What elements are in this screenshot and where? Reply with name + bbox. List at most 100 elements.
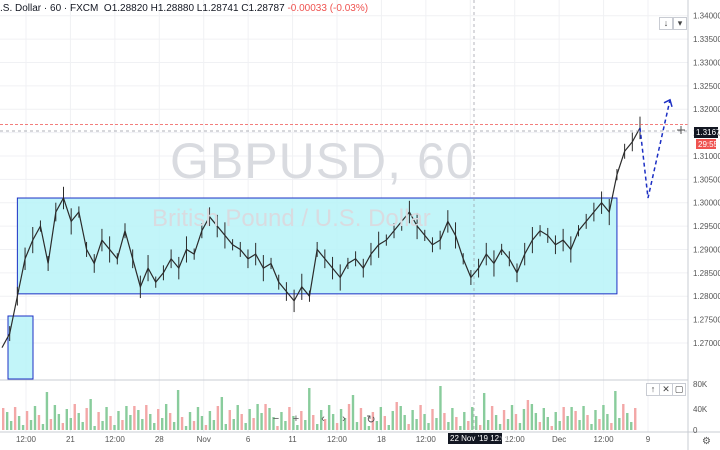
volume-bar xyxy=(586,415,589,430)
volume-bar xyxy=(240,414,243,430)
zoom-in-icon[interactable]: + xyxy=(292,413,300,425)
time-tick-label: 12:00 xyxy=(105,435,126,444)
volume-bar xyxy=(153,423,156,430)
volume-bar xyxy=(9,421,13,430)
volume-bars xyxy=(2,386,637,430)
volume-bar xyxy=(85,408,88,430)
current-price-tag xyxy=(694,127,718,138)
prior-range-box[interactable] xyxy=(7,315,34,380)
volume-bar xyxy=(618,418,621,430)
time-tick-label: 18 xyxy=(377,435,386,444)
volume-bar xyxy=(145,405,148,430)
volume-bar xyxy=(602,405,605,430)
price-tick-label: 1.29000 xyxy=(693,245,720,254)
volume-bar xyxy=(37,415,41,430)
price-tick-label: 1.32000 xyxy=(693,105,720,114)
volume-bar xyxy=(546,417,549,430)
time-tick-label: 9 xyxy=(646,435,651,444)
time-tick-label: 21 xyxy=(66,435,75,444)
volume-bar xyxy=(415,419,418,430)
volume-bar xyxy=(538,422,542,430)
volume-bar xyxy=(312,415,315,430)
zoom-out-icon[interactable]: − xyxy=(272,413,280,425)
volume-bar xyxy=(327,405,331,430)
volume-bar xyxy=(582,406,585,430)
volume-bar xyxy=(105,407,108,430)
volume-bar xyxy=(25,411,29,430)
volume-bar xyxy=(2,408,5,430)
high-value: H1.28880 xyxy=(150,3,195,14)
scroll-right-icon[interactable]: › xyxy=(342,413,346,425)
volume-bar xyxy=(479,425,482,430)
volume-bar xyxy=(5,412,9,430)
symbol-label[interactable]: .S. Dollar · 60 · FXCM xyxy=(0,3,99,14)
price-axis-labels: 1.340001.335001.330001.325001.320001.315… xyxy=(693,12,720,348)
volume-bar xyxy=(427,423,430,430)
volume-bar xyxy=(236,405,239,430)
volume-bar xyxy=(157,409,160,430)
volume-bar xyxy=(288,407,291,430)
volume-bar xyxy=(125,406,128,430)
volume-bar xyxy=(109,416,112,430)
volume-bar xyxy=(395,402,398,430)
time-highlight-label: 22 Nov '19 12:00 xyxy=(450,434,511,443)
volume-bar xyxy=(598,419,601,430)
watermark-name: British Pound / U.S. Dollar xyxy=(152,205,431,232)
time-tick-label: 11 xyxy=(288,435,297,444)
volume-axis-labels: 80K 40K 0 xyxy=(693,380,708,435)
volume-bar xyxy=(530,404,534,430)
volume-bar xyxy=(208,411,212,430)
forecast-arrow-path[interactable] xyxy=(639,99,671,199)
volume-bar xyxy=(443,413,446,430)
dropdown-icon[interactable]: ▾ xyxy=(673,17,687,30)
time-tick-label: 6 xyxy=(246,435,251,444)
volume-bar xyxy=(634,408,637,430)
volume-bar xyxy=(467,421,470,430)
volume-close-icon[interactable]: ✕ xyxy=(659,383,673,396)
volume-bar xyxy=(113,425,116,430)
volume-bar xyxy=(117,411,120,430)
time-tick-label: 12:00 xyxy=(327,435,348,444)
volume-bar xyxy=(550,426,553,430)
volume-bar xyxy=(614,391,617,430)
scroll-down-icon[interactable]: ↓ xyxy=(659,17,673,30)
volume-bar xyxy=(13,407,17,430)
volume-bar xyxy=(204,425,208,430)
price-tick-label: 1.34000 xyxy=(693,12,720,21)
time-tick-label: Dec xyxy=(552,435,566,444)
plus-icon[interactable] xyxy=(677,126,685,134)
settings-gear-icon[interactable]: ⚙ xyxy=(702,436,711,447)
volume-bar xyxy=(494,415,498,430)
volume-bar xyxy=(53,405,57,430)
volume-bar xyxy=(447,422,450,430)
volume-bar xyxy=(570,407,573,430)
volume-bar xyxy=(367,426,371,430)
volume-bar xyxy=(73,404,76,430)
scroll-left-icon[interactable]: ‹ xyxy=(321,413,325,425)
time-tick-label: 12:00 xyxy=(416,435,437,444)
volume-bar xyxy=(419,405,422,430)
volume-bar xyxy=(21,425,25,430)
volume-bar xyxy=(296,425,299,430)
volume-settings-icon[interactable]: ▢ xyxy=(672,383,686,396)
volume-bar xyxy=(65,409,68,430)
price-tick-label: 1.33500 xyxy=(693,35,720,44)
price-tick-label: 1.28500 xyxy=(693,269,720,278)
reset-icon[interactable]: ↻ xyxy=(366,414,376,426)
low-value: L1.28741 xyxy=(196,3,239,14)
volume-bar xyxy=(172,422,176,430)
volume-bar xyxy=(196,407,200,430)
volume-bar xyxy=(574,411,577,430)
time-axis-labels: 12:00 21 12:00 28 Nov 6 11 12:00 18 12:00 12:00 Dec… xyxy=(16,435,651,444)
volume-bar xyxy=(347,404,351,430)
volume-bar xyxy=(200,416,204,430)
price-tick-label: 1.29500 xyxy=(693,222,720,231)
volume-bar xyxy=(49,419,53,430)
volume-bar xyxy=(403,415,406,430)
price-tick-label: 1.31000 xyxy=(693,152,720,161)
volume-bar xyxy=(300,411,303,430)
volume-bar xyxy=(375,421,379,430)
volume-up-icon[interactable]: ↑ xyxy=(646,383,660,396)
volume-bar xyxy=(383,416,386,430)
